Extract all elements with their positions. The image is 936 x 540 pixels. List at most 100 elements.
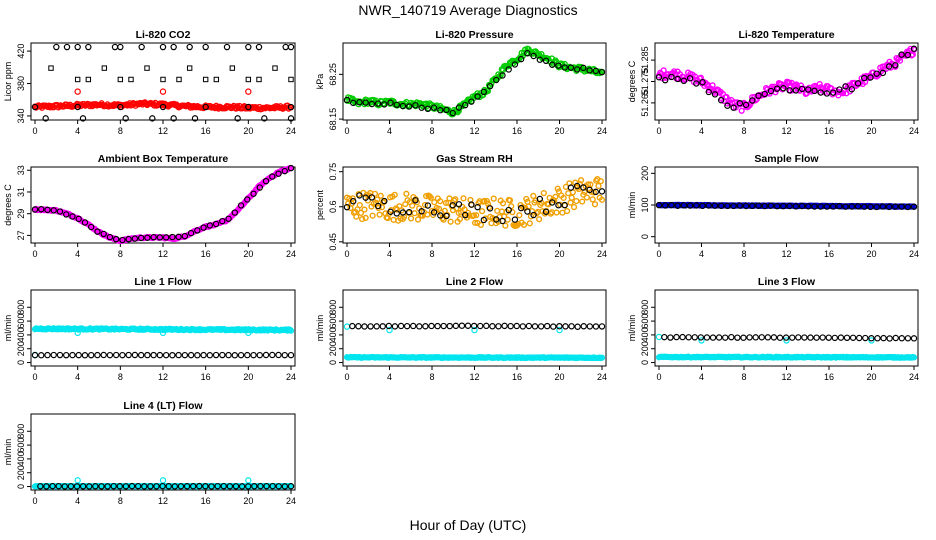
data-point [507, 322, 514, 330]
data-point [524, 208, 531, 215]
x-tick-label: 8 [118, 126, 123, 136]
data-series-0 [655, 45, 918, 114]
data-point [53, 43, 60, 51]
data-point [505, 206, 512, 214]
data-point [486, 82, 494, 90]
data-point [181, 232, 189, 240]
chart-title: Sample Flow [754, 153, 819, 165]
data-point [805, 86, 812, 93]
data-point [437, 107, 444, 114]
data-point [499, 200, 507, 207]
data-point [504, 216, 511, 223]
data-point [550, 323, 557, 330]
data-series-1 [343, 182, 606, 225]
data-point [752, 334, 759, 341]
data-point [428, 322, 435, 330]
data-point [755, 202, 762, 209]
data-point [910, 203, 918, 210]
x-tick-label: 8 [741, 372, 746, 382]
data-point [256, 76, 262, 83]
data-point [563, 207, 571, 215]
data-point [461, 211, 469, 219]
x-tick-label: 8 [118, 249, 123, 259]
data-series-2 [31, 351, 295, 359]
data-point [186, 65, 193, 71]
data-point [42, 115, 49, 122]
data-point [160, 76, 166, 83]
data-point [212, 220, 220, 228]
data-point [526, 220, 533, 227]
data-point [343, 323, 351, 330]
data-point [122, 115, 129, 122]
chart-panel-4: Gas Stream RH 0 4 8 12 16 20 24 0.45 0.6 0.75perce… [315, 153, 607, 259]
data-point [898, 335, 906, 342]
data-point [580, 323, 587, 330]
data-point [740, 334, 747, 341]
data-point [50, 351, 57, 359]
data-point [749, 202, 756, 210]
x-tick-label: 12 [469, 249, 479, 259]
data-point [430, 209, 438, 216]
data-point [231, 209, 239, 216]
data-point [440, 322, 447, 330]
data-point [416, 323, 423, 330]
data-point [159, 329, 167, 337]
x-tick-label: 0 [344, 372, 349, 382]
data-point [780, 202, 787, 210]
data-point [580, 184, 587, 191]
data-point [92, 483, 99, 490]
data-point [403, 322, 411, 330]
data-point [722, 334, 729, 341]
data-point [245, 477, 252, 484]
data-point [556, 322, 563, 330]
x-tick-label: 20 [554, 372, 564, 382]
data-point [237, 351, 245, 359]
data-point [418, 208, 425, 215]
data-point [792, 87, 800, 94]
data-point [662, 76, 669, 84]
data-point [867, 203, 874, 211]
data-point [104, 483, 111, 490]
y-axis-label: Licor ppm [3, 62, 13, 102]
data-point [511, 216, 519, 223]
data-point [169, 351, 176, 359]
data-point [75, 215, 82, 223]
x-tick-label: 12 [469, 126, 479, 136]
data-point [399, 209, 407, 216]
plot-frame [30, 413, 296, 491]
data-point [117, 43, 124, 51]
data-point [499, 217, 506, 225]
chart-title: Li-820 CO2 [136, 29, 191, 41]
data-point [570, 204, 578, 211]
data-point [839, 90, 847, 97]
data-point [87, 351, 95, 359]
data-point [250, 351, 257, 359]
data-point [780, 85, 787, 92]
data-point [574, 323, 581, 330]
data-point [169, 233, 176, 241]
data-point [568, 194, 575, 201]
data-point [516, 212, 523, 219]
data-point [879, 203, 887, 210]
chart-title: Line 4 (LT) Flow [123, 400, 203, 412]
data-point [452, 196, 459, 203]
data-point [668, 73, 675, 81]
data-point [288, 76, 294, 83]
data-point [128, 76, 134, 83]
x-tick-label: 24 [909, 249, 919, 259]
x-tick-label: 20 [243, 372, 253, 382]
x-tick-label: 20 [866, 126, 876, 136]
data-point [686, 75, 694, 82]
x-tick-label: 24 [286, 126, 296, 136]
data-point [156, 351, 164, 359]
data-point [567, 184, 575, 191]
data-point [749, 97, 756, 104]
data-point [598, 196, 606, 203]
data-point [214, 482, 221, 490]
data-point [186, 43, 193, 51]
data-point [187, 229, 195, 237]
data-point [244, 351, 251, 359]
data-point [159, 88, 167, 95]
x-tick-label: 4 [699, 249, 704, 259]
data-point [795, 334, 802, 341]
